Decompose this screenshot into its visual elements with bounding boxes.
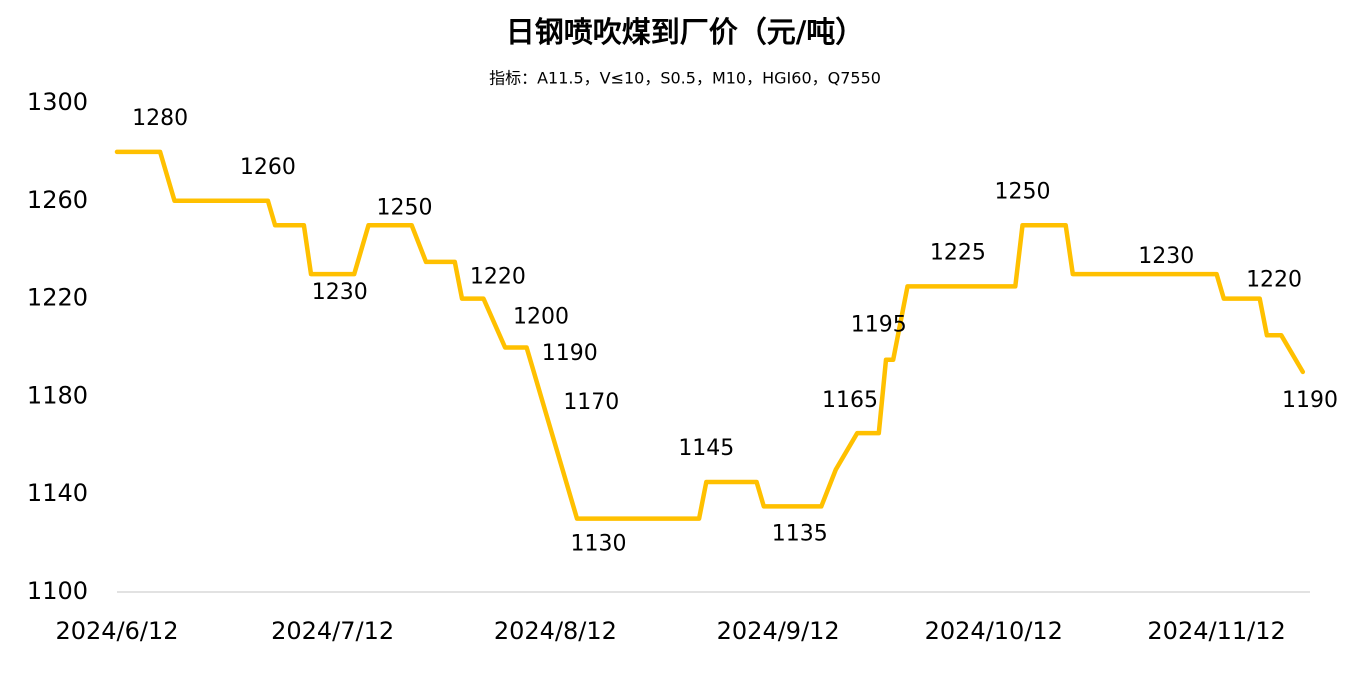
data-label: 1250 bbox=[995, 179, 1051, 204]
chart-title: 日钢喷吹煤到厂价（元/吨） bbox=[506, 15, 865, 49]
data-label: 1220 bbox=[470, 265, 526, 290]
data-label: 1130 bbox=[571, 532, 627, 557]
y-tick-label: 1140 bbox=[27, 479, 88, 507]
data-label: 1190 bbox=[1282, 388, 1338, 413]
data-label: 1190 bbox=[542, 341, 598, 366]
data-label: 1230 bbox=[1138, 244, 1194, 269]
data-label: 1260 bbox=[240, 155, 296, 180]
data-label: 1195 bbox=[851, 313, 907, 338]
x-tick-label: 2024/7/12 bbox=[271, 617, 394, 645]
data-label: 1225 bbox=[930, 240, 986, 265]
y-tick-label: 1300 bbox=[27, 88, 88, 116]
data-label: 1170 bbox=[563, 390, 619, 415]
x-tick-label: 2024/10/12 bbox=[925, 617, 1063, 645]
x-tick-label: 2024/11/12 bbox=[1147, 617, 1285, 645]
y-tick-label: 1100 bbox=[27, 577, 88, 605]
chart-subtitle: 指标：A11.5，V≤10，S0.5，M10，HGI60，Q7550 bbox=[489, 69, 881, 88]
data-label: 1145 bbox=[678, 436, 734, 461]
data-label: 1280 bbox=[132, 106, 188, 131]
data-label: 1250 bbox=[376, 195, 432, 220]
x-tick-label: 2024/9/12 bbox=[717, 617, 840, 645]
data-label: 1135 bbox=[772, 521, 828, 546]
y-tick-label: 1260 bbox=[27, 186, 88, 214]
x-tick-label: 2024/6/12 bbox=[55, 617, 178, 645]
data-label: 1230 bbox=[312, 280, 368, 305]
y-tick-label: 1220 bbox=[27, 284, 88, 312]
data-label: 1220 bbox=[1246, 268, 1302, 293]
data-label: 1165 bbox=[822, 388, 878, 413]
x-tick-label: 2024/8/12 bbox=[494, 617, 617, 645]
series-line bbox=[114, 149, 1306, 521]
y-tick-label: 1180 bbox=[27, 381, 88, 409]
data-label: 1200 bbox=[513, 305, 569, 330]
